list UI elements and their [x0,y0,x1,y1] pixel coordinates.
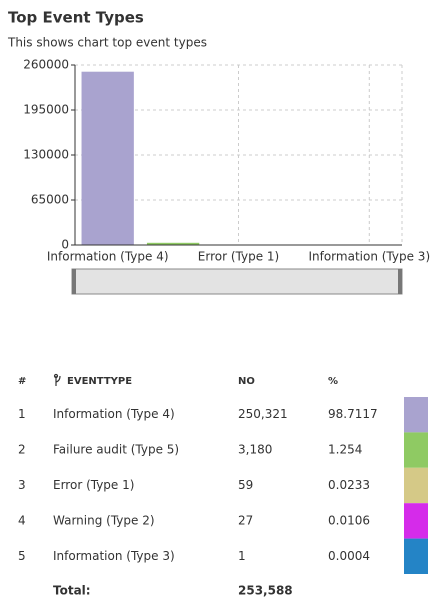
cell: Warning (Type 2) [53,513,155,527]
column-header: # [18,376,26,387]
y-tick-label: 260000 [23,58,69,72]
cell: 98.7117 [328,407,378,421]
y-tick-label: 195000 [23,103,69,117]
color-swatch [404,539,428,574]
cell: 2 [18,443,26,457]
scroll-handle-left[interactable] [72,269,76,294]
cell: Information (Type 3) [53,549,175,563]
cell: 0.0233 [328,478,370,492]
cell: 1 [18,407,26,421]
total-label: Total: [53,584,91,598]
bar [82,72,134,245]
cell: 0.0106 [328,513,370,527]
color-swatch [404,503,428,538]
cell: 1.254 [328,443,362,457]
color-swatch [404,468,428,503]
cell: Information (Type 4) [53,407,175,421]
cell: 250,321 [238,407,288,421]
cell: 3 [18,478,26,492]
cell: 59 [238,478,253,492]
color-swatch [404,432,428,467]
column-header: EVENTTYPE [67,376,132,387]
subtitle: This shows chart top event types [7,36,207,50]
color-swatch [404,397,428,432]
cell: Failure audit (Type 5) [53,443,179,457]
branch-icon [55,375,61,387]
x-tick-label: Information (Type 4) [47,250,169,264]
cell: 0.0004 [328,549,370,563]
scroll-handle-right[interactable] [398,269,402,294]
x-tick-label: Information (Type 3) [308,250,430,264]
column-header: NO [238,376,255,387]
scrollbar[interactable] [72,269,402,294]
column-header: % [328,376,338,387]
cell: 4 [18,513,26,527]
cell: 27 [238,513,253,527]
cell: 5 [18,549,26,563]
x-tick-label: Error (Type 1) [198,250,279,264]
total-value: 253,588 [238,584,293,598]
cell: Error (Type 1) [53,478,134,492]
cell: 3,180 [238,443,272,457]
scroll-track[interactable] [72,269,402,294]
title: Top Event Types [8,9,144,27]
y-tick-label: 130000 [23,148,69,162]
cell: 1 [238,549,246,563]
y-tick-label: 65000 [31,193,69,207]
